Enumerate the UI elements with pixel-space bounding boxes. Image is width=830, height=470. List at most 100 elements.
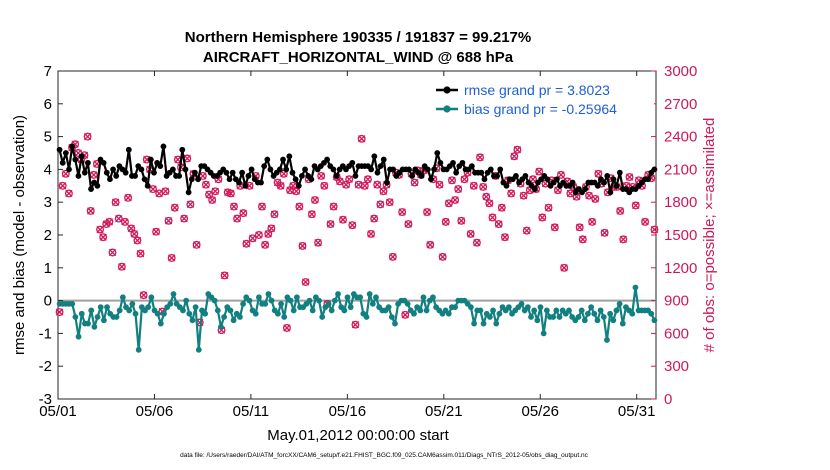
bias-point (274, 310, 281, 317)
obs-assimilated-point (467, 230, 475, 238)
obs-assimilated-point (164, 217, 173, 225)
obs-possible-point (149, 185, 157, 194)
bias-point (319, 314, 326, 320)
bias-point (265, 291, 272, 297)
obs-possible-point (89, 170, 98, 179)
rmse-point (62, 150, 69, 156)
bias-point (331, 297, 338, 304)
obs-possible-point (339, 215, 347, 224)
bias-point (357, 294, 364, 301)
bias-point (132, 310, 139, 317)
obs-possible-point (410, 178, 419, 187)
left-tick-label: 7 (44, 63, 52, 80)
left-tick-label: 1 (44, 260, 52, 277)
obs-possible-point (58, 181, 67, 190)
bias-point (600, 314, 607, 320)
bias-point (186, 310, 193, 317)
left-tick-label: 4 (44, 161, 52, 178)
bias-point (385, 304, 392, 311)
rmse-point (125, 146, 132, 153)
obs-assimilated-point (121, 218, 129, 226)
rmse-point (182, 166, 189, 173)
obs-assimilated-point (544, 204, 553, 212)
obs-assimilated-point (386, 198, 394, 206)
obs-assimilated-point (535, 167, 543, 176)
obs-assimilated-point (367, 230, 375, 238)
left-tick-label: -1 (39, 325, 52, 342)
bias-point (88, 307, 95, 314)
bias-point (417, 307, 424, 314)
obs-assimilated-point (83, 132, 92, 141)
obs-assimilated-point (438, 253, 447, 261)
obs-assimilated-point (513, 146, 522, 154)
bias-point (651, 317, 658, 324)
obs-possible-point (164, 216, 173, 225)
obs-assimilated-point (451, 196, 459, 204)
rmse-point (384, 179, 390, 186)
obs-possible-point (192, 240, 201, 249)
bias-point (632, 284, 639, 291)
obs-possible-point (631, 201, 640, 210)
obs-assimilated-point (149, 185, 157, 193)
obs-possible-point (426, 240, 435, 249)
obs-assimilated-point (245, 182, 254, 190)
obs-assimilated-point (255, 231, 263, 239)
bias-point (256, 294, 262, 301)
bias-point (445, 310, 452, 317)
bias-point (524, 304, 531, 311)
obs-possible-point (373, 180, 382, 189)
right-tick-label: 3000 (664, 63, 697, 80)
obs-possible-point (230, 202, 238, 211)
bias-point (588, 304, 595, 311)
bias-point (287, 297, 294, 304)
bias-point (252, 310, 259, 317)
obs-possible-point (550, 223, 559, 232)
rmse-point (450, 159, 456, 166)
obs-assimilated-point (619, 235, 627, 244)
left-tick-label: -3 (39, 391, 52, 408)
rmse-point (239, 169, 246, 176)
obs-possible-point (261, 240, 270, 249)
rmse-point (66, 166, 72, 173)
bias-point (157, 320, 164, 327)
right-axis-ticks: 0 300 600 900 1200 1500 1800 2100 2400 2700 3000 (651, 63, 697, 408)
obs-possible-point (594, 169, 603, 178)
obs-assimilated-point (317, 172, 325, 180)
obs-assimilated-point (600, 229, 609, 237)
bias-point (306, 297, 313, 304)
obs-assimilated-point (523, 226, 531, 235)
obs-possible-point (267, 224, 276, 233)
obs-assimilated-point (152, 228, 160, 236)
obs-possible-point (99, 233, 108, 242)
bias-point (97, 304, 104, 311)
rmse-point (192, 169, 198, 176)
obs-possible-point (180, 214, 189, 223)
obs-assimilated-point (111, 198, 120, 206)
obs-assimilated-point (230, 202, 238, 211)
bias-point (237, 314, 243, 320)
legend: rmse grand pr = 3.8023 bias grand pr = -… (432, 76, 654, 122)
rmse-point (308, 176, 315, 183)
obs-possible-point (161, 187, 170, 196)
rmse-point (531, 186, 538, 192)
obs-possible-point (152, 227, 161, 236)
rmse-series (56, 143, 658, 196)
obs-assimilated-point (233, 214, 241, 223)
obs-possible-point (641, 217, 650, 226)
obs-possible-point (298, 241, 307, 250)
obs-assimilated-point (65, 189, 73, 198)
rmse-point (59, 159, 66, 166)
bias-point (104, 304, 110, 311)
bias-point (278, 300, 284, 307)
x-tick-label: 05/21 (425, 403, 463, 420)
rmse-point (56, 146, 63, 153)
bias-point (566, 307, 572, 314)
obs-possible-point (292, 187, 301, 196)
bias-point (575, 314, 582, 320)
obs-possible-point (186, 200, 195, 209)
obs-possible-point (220, 271, 229, 280)
obs-possible-point (295, 202, 304, 211)
obs-possible-point (170, 203, 179, 212)
rmse-point (569, 179, 576, 186)
bias-point (452, 304, 458, 311)
